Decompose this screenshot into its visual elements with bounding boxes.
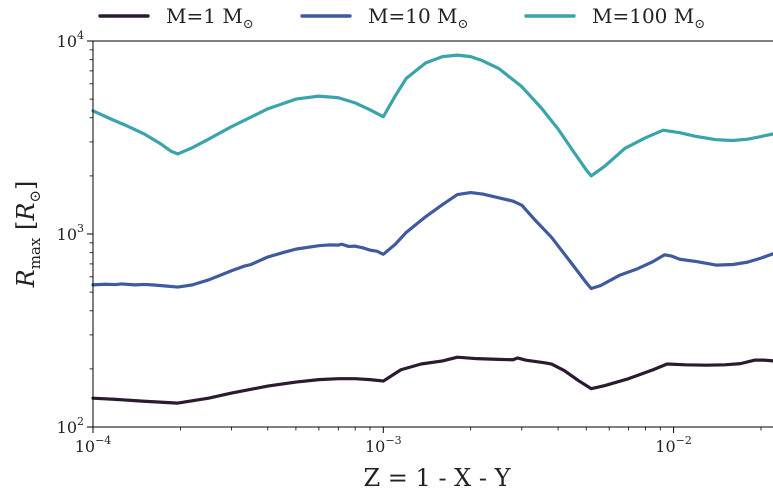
x-tick-label-1: 10−4 xyxy=(75,434,112,456)
legend-label-2: M=10 M⊙ xyxy=(368,4,468,32)
series-line-1 xyxy=(91,355,773,405)
y-tick-label-2: 103 xyxy=(57,222,84,244)
y-tick-label-3: 104 xyxy=(57,29,84,51)
series-line-3 xyxy=(91,53,773,178)
series-layer xyxy=(91,53,773,405)
legend: M=1 M⊙ M=10 M⊙ M=100 M⊙ xyxy=(98,4,705,32)
x-axis-label: Z = 1 - X - Y xyxy=(364,464,512,492)
y-axis-label: Rmax [R⊙] xyxy=(12,181,44,289)
x-tick-label-2: 10−3 xyxy=(365,434,402,456)
legend-label-3: M=100 M⊙ xyxy=(592,4,705,32)
series-line-2 xyxy=(91,190,773,291)
x-tick-label-3: 10−2 xyxy=(655,434,692,456)
axes-layer xyxy=(92,40,773,428)
ticks-layer: 10−4 10−3 10−2 102 103 104 xyxy=(57,29,762,456)
y-tick-label-1: 102 xyxy=(57,415,84,437)
legend-label-1: M=1 M⊙ xyxy=(166,4,254,32)
y-axis-label-text: Rmax [R⊙] xyxy=(12,181,44,289)
